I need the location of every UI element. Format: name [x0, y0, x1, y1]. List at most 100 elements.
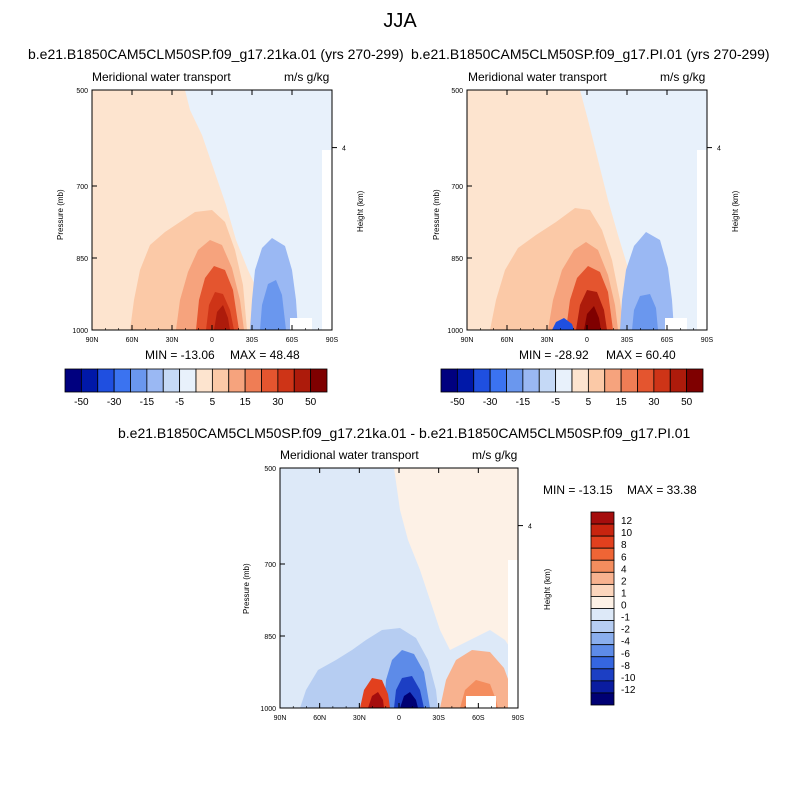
ka-positive-peak — [214, 305, 230, 330]
ka-colorbar-swatch — [97, 368, 115, 393]
diff-x-tick-label: 60S — [472, 715, 485, 722]
diff-positive-region — [394, 468, 518, 660]
diff-colorbar-label: -12 — [621, 685, 636, 696]
pi-x-tick-label: 90S — [701, 337, 714, 344]
pi-y-tick-label: 500 — [451, 88, 463, 95]
pi-colorbar-swatch — [604, 368, 622, 393]
pi-max-value: MAX = 60.40 — [606, 348, 676, 362]
pi-units-label: m/s g/kg — [660, 70, 706, 84]
pi-x-tick-label: 30S — [621, 337, 634, 344]
diff-colorbar-swatch — [590, 596, 615, 609]
ka-run-title: b.e21.B1850CAM5CLM50SP.f09_g17.21ka.01 (… — [28, 46, 404, 62]
ka-x-tick-label: 60S — [286, 337, 299, 344]
pi-colorbar-swatch — [571, 368, 589, 393]
diff-colorbar-swatch — [590, 583, 615, 597]
pi-colorbar-swatch — [669, 368, 688, 393]
diff-colorbar-swatch — [590, 632, 615, 646]
ka-colorbar-label: -30 — [107, 397, 122, 408]
pi-colorbar-label: -50 — [450, 397, 465, 408]
pi-colorbar-swatch — [456, 368, 475, 393]
ka-colorbar-swatch — [113, 368, 131, 393]
diff-colorbar-swatch — [590, 692, 615, 706]
pi-missing-data — [665, 318, 687, 330]
pi-contour-field — [467, 90, 707, 330]
diff-colorbar-label: 4 — [621, 564, 627, 575]
pi-positive-peak — [584, 306, 601, 330]
diff-colorbar-swatch — [590, 608, 615, 621]
ka-colorbar-label: 30 — [272, 397, 284, 408]
diff-variable-label: Meridional water transport — [280, 448, 419, 462]
pi-colorbar-label: 15 — [616, 397, 628, 408]
diff-y-tick-label: 850 — [264, 634, 276, 641]
diff-x-tick-label: 90N — [274, 715, 287, 722]
diff-colorbar-label: 6 — [621, 552, 627, 563]
diff-colorbar-swatch — [590, 523, 615, 537]
ka-variable-label: Meridional water transport — [92, 70, 231, 84]
ka-colorbar-swatch — [179, 368, 197, 393]
pi-colorbar-swatch — [473, 368, 491, 393]
diff-colorbar-swatch — [590, 571, 615, 585]
diff-colorbar-swatch — [590, 620, 615, 634]
ka-negative-region — [185, 90, 332, 330]
diff-negative-peak — [400, 692, 418, 708]
diff-y-tick-label: 1000 — [260, 706, 276, 713]
pi-x-tick-label: 30N — [541, 337, 554, 344]
ka-colorbar-swatch — [64, 368, 82, 393]
ka-colorbar-swatch — [80, 368, 99, 393]
pi-colorbar-label: -30 — [483, 397, 498, 408]
diff-colorbar-swatch — [590, 680, 615, 694]
ka-colorbar-label: -50 — [74, 397, 89, 408]
pi-negative-region — [580, 90, 707, 330]
diff-min-value: MIN = -13.15 — [543, 483, 613, 497]
diff-colorbar-swatch — [590, 644, 615, 658]
ka-contour-field — [92, 90, 332, 330]
diff-max-value: MAX = 33.38 — [627, 483, 697, 497]
ka-colorbar-swatch — [228, 368, 246, 393]
pi-x-tick-label: 90N — [461, 337, 474, 344]
ka-missing-data — [290, 318, 312, 330]
diff-x-tick-label: 30S — [432, 715, 445, 722]
diff-missing-data — [466, 696, 496, 708]
diff-colorbar-label: -8 — [621, 661, 630, 672]
diff-colorbar-swatch — [590, 535, 615, 549]
pi-colorbar-label: -5 — [551, 397, 560, 408]
diff-colorbar-label: -10 — [621, 673, 636, 684]
ka-x-tick-label: 60N — [126, 337, 139, 344]
diff-missing-column — [508, 560, 518, 708]
pi-colorbar-swatch — [587, 368, 606, 393]
diff-colorbar-label: -1 — [621, 613, 630, 624]
diff-positive-surface-peak — [368, 692, 384, 708]
diff-x-tick-label: 60N — [313, 715, 326, 722]
diff-colorbar-label: -4 — [621, 637, 630, 648]
ka-colorbar-swatch — [211, 368, 230, 393]
ka-colorbar-swatch — [130, 368, 148, 393]
pi-x-tick-label: 60N — [501, 337, 514, 344]
ka-colorbar-swatch — [162, 368, 181, 393]
diff-y-tick-label: 700 — [264, 562, 276, 569]
pi-variable-label: Meridional water transport — [468, 70, 607, 84]
diff-contour-field — [280, 468, 518, 708]
pi-colorbar-label: 30 — [648, 397, 660, 408]
pi-colorbar-label: -15 — [516, 397, 531, 408]
pi-min-value: MIN = -28.92 — [519, 348, 589, 362]
ka-colorbar-swatch — [277, 368, 295, 393]
ka-colorbar-label: -5 — [175, 397, 184, 408]
ka-colorbar-swatch — [195, 368, 213, 393]
ka-height-tick-label: 4 — [342, 146, 346, 153]
diff-colorbar-swatch — [590, 547, 615, 561]
diff-colorbar-swatch — [590, 668, 615, 682]
diff-units-label: m/s g/kg — [472, 448, 518, 462]
ka-colorbar-swatch — [310, 368, 328, 393]
diff-x-tick-label: 0 — [397, 715, 401, 722]
diff-colorbar-label: 12 — [621, 516, 633, 527]
pi-colorbar-label: 50 — [681, 397, 693, 408]
diff-colorbar-label: 10 — [621, 528, 633, 539]
ka-colorbar-swatch — [293, 368, 312, 393]
diff-height-tick-label: 4 — [528, 524, 532, 531]
pi-colorbar-swatch — [440, 368, 458, 393]
pi-colorbar-swatch — [637, 368, 655, 393]
pi-colorbar-swatch — [653, 368, 671, 393]
ka-units-label: m/s g/kg — [284, 70, 330, 84]
ka-colorbar-label: 15 — [240, 397, 252, 408]
